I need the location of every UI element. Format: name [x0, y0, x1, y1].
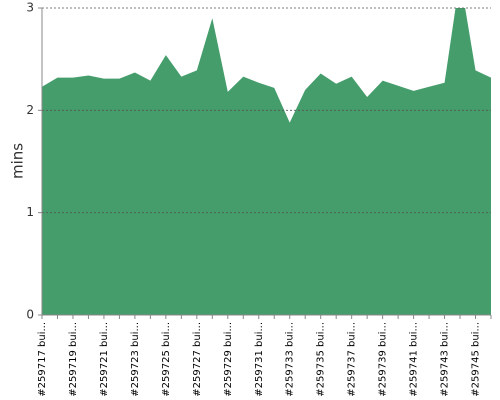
y-tick-label: 3: [26, 1, 34, 15]
x-tick-label: #259743 bui...: [440, 322, 451, 397]
x-tick-label: #259725 bui...: [161, 322, 172, 397]
x-tick-label: #259729 bui...: [223, 322, 234, 397]
x-tick-label: #259739 bui...: [378, 322, 389, 397]
x-tick-label: #259727 bui...: [192, 322, 203, 397]
y-axis-label: mins: [9, 143, 27, 179]
y-tick-label: 0: [26, 308, 34, 322]
x-tick-label: #259745 bui...: [471, 322, 482, 397]
area: [42, 8, 491, 315]
x-tick-label: #259741 bui...: [409, 322, 420, 397]
x-tick-label: #259731 bui...: [254, 322, 265, 397]
y-tick-label: 2: [26, 103, 34, 117]
x-tick-label: #259735 bui...: [316, 322, 327, 397]
y-tick-label: 1: [26, 205, 34, 219]
x-tick-label: #259733 bui...: [285, 322, 296, 397]
x-tick-label: #259721 bui...: [99, 322, 110, 397]
x-tick-label: #259717 bui...: [37, 322, 48, 397]
x-tick-label: #259737 bui...: [347, 322, 358, 397]
x-tick-label: #259719 bui...: [68, 322, 79, 397]
x-tick-label: #259723 bui...: [130, 322, 141, 397]
